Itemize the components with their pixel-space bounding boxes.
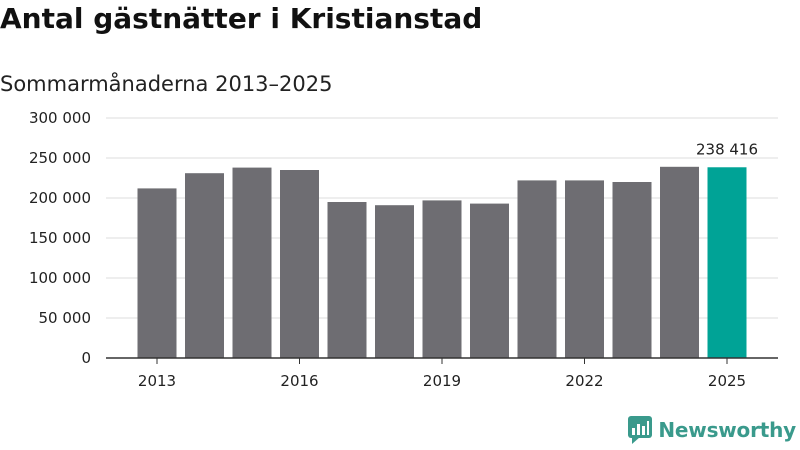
bar: [375, 205, 414, 358]
y-tick-label: 300 000: [29, 109, 91, 127]
y-tick-label: 250 000: [29, 149, 91, 167]
bar: [517, 180, 557, 358]
brand-name: Newsworthy: [658, 418, 796, 442]
x-tick-label: 2013: [138, 372, 176, 390]
bar: [137, 188, 177, 358]
data-label: 238 416: [696, 140, 758, 158]
y-tick-label: 0: [81, 349, 91, 367]
newsworthy-bar-chart-icon: [628, 416, 653, 444]
bar: [232, 167, 272, 358]
x-tick-label: 2016: [280, 372, 318, 390]
y-tick-label: 50 000: [39, 309, 92, 327]
bar: [185, 173, 224, 358]
x-tick-label: 2022: [565, 372, 603, 390]
y-tick-label: 200 000: [29, 189, 91, 207]
bar-highlight: [707, 167, 747, 358]
y-tick-label: 150 000: [29, 229, 91, 247]
bar: [470, 203, 509, 358]
bar: [565, 180, 604, 358]
chart-title: Antal gästnätter i Kristianstad: [0, 2, 483, 35]
x-tick-label: 2025: [708, 372, 746, 390]
x-tick-label: 2019: [423, 372, 461, 390]
newsworthy-logo: Newsworthy: [628, 416, 796, 444]
bar: [660, 166, 699, 358]
bar: [327, 202, 367, 358]
bar: [612, 182, 652, 358]
chart-subtitle: Sommarmånaderna 2013–2025: [0, 72, 333, 96]
y-tick-label: 100 000: [29, 269, 91, 287]
bar: [280, 170, 319, 358]
bar: [422, 200, 462, 358]
